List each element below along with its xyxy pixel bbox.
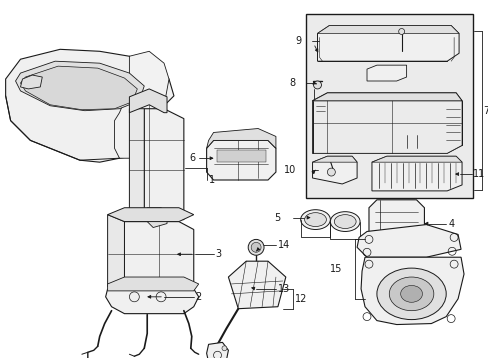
Text: 5: 5 [274, 213, 280, 222]
Ellipse shape [304, 213, 326, 226]
Text: 4: 4 [447, 219, 453, 229]
Polygon shape [228, 261, 285, 309]
Text: 1: 1 [208, 175, 214, 185]
Bar [305, 14, 472, 198]
Polygon shape [356, 225, 460, 257]
Circle shape [248, 239, 264, 255]
Text: 3: 3 [215, 249, 221, 259]
Text: 8: 8 [289, 78, 295, 88]
Polygon shape [107, 277, 198, 291]
Polygon shape [216, 150, 265, 162]
Polygon shape [371, 156, 461, 162]
Polygon shape [20, 75, 42, 89]
Ellipse shape [400, 285, 422, 302]
Text: 6: 6 [189, 153, 195, 163]
Polygon shape [144, 109, 183, 220]
Text: 7: 7 [482, 106, 488, 116]
Circle shape [251, 242, 261, 252]
Polygon shape [16, 61, 144, 111]
Polygon shape [129, 109, 144, 218]
Polygon shape [366, 65, 406, 81]
Polygon shape [312, 93, 461, 153]
Text: 11: 11 [472, 169, 484, 179]
Circle shape [327, 168, 335, 176]
Ellipse shape [300, 210, 330, 230]
Polygon shape [124, 222, 193, 294]
Polygon shape [6, 49, 174, 162]
Text: 10: 10 [283, 165, 295, 175]
Polygon shape [312, 156, 356, 184]
Polygon shape [147, 208, 167, 228]
Text: 15: 15 [329, 264, 342, 274]
Polygon shape [206, 140, 275, 180]
Polygon shape [312, 101, 461, 153]
Polygon shape [114, 51, 169, 158]
Text: 12: 12 [294, 294, 306, 304]
Polygon shape [105, 289, 198, 314]
Polygon shape [312, 93, 461, 101]
Polygon shape [107, 208, 193, 222]
Polygon shape [206, 129, 275, 148]
Polygon shape [20, 66, 137, 110]
Polygon shape [317, 26, 458, 61]
Polygon shape [371, 156, 461, 191]
Ellipse shape [376, 268, 445, 320]
Ellipse shape [334, 215, 355, 229]
Circle shape [222, 346, 226, 351]
Text: 2: 2 [195, 292, 202, 302]
Text: 9: 9 [295, 36, 301, 46]
Polygon shape [317, 26, 458, 33]
Polygon shape [360, 257, 463, 325]
Text: 13: 13 [277, 284, 289, 294]
Ellipse shape [388, 277, 433, 311]
Polygon shape [312, 156, 356, 162]
Polygon shape [107, 215, 124, 294]
Text: 14: 14 [277, 240, 289, 250]
Polygon shape [206, 342, 228, 360]
Circle shape [398, 28, 404, 35]
Polygon shape [129, 89, 167, 113]
Polygon shape [368, 200, 424, 247]
Circle shape [313, 81, 321, 89]
Ellipse shape [330, 212, 359, 231]
